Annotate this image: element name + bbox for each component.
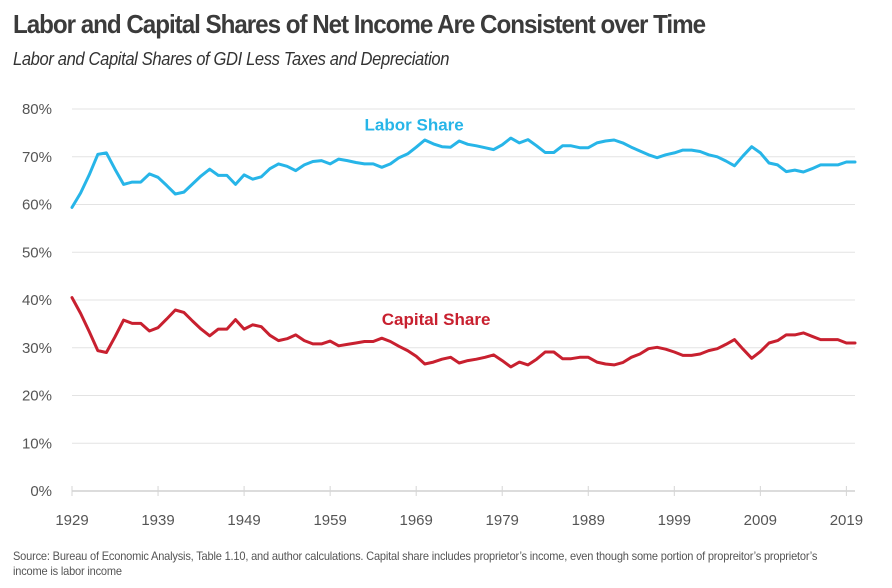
y-tick-label: 30% [22, 340, 52, 357]
y-tick-label: 10% [22, 435, 52, 452]
y-tick-label: 20% [22, 388, 52, 405]
x-axis-tick-labels: 1929 1939 1949 1959 1969 1979 1989 1999 2009 2019 [55, 512, 863, 529]
y-tick-label: 60% [22, 197, 52, 214]
series-labels: Labor Share Capital Share [365, 115, 491, 328]
labor-share-label: Labor Share [365, 115, 464, 134]
y-tick-label: 0% [30, 483, 52, 500]
y-tick-label: 80% [22, 101, 52, 118]
x-tick-label: 1969 [399, 512, 432, 529]
x-tick-label: 1929 [55, 512, 88, 529]
y-tick-label: 40% [22, 292, 52, 309]
labor-share-line [70, 136, 857, 209]
x-axis [71, 486, 855, 496]
y-tick-label: 50% [22, 244, 52, 261]
x-tick-label: 1949 [227, 512, 260, 529]
y-axis-tick-labels: 0% 10% 20% 30% 40% 50% 60% 70% 80% [22, 101, 52, 500]
capital-share-line [70, 296, 857, 369]
x-tick-label: 1999 [658, 512, 691, 529]
x-tick-label: 2019 [830, 512, 863, 529]
chart-title: Labor and Capital Shares of Net Income A… [13, 9, 706, 39]
source-footnote: Source: Bureau of Economic Analysis, Tab… [13, 549, 818, 578]
gridlines [72, 108, 855, 444]
y-tick-label: 70% [22, 149, 52, 166]
chart-subtitle: Labor and Capital Shares of GDI Less Tax… [13, 49, 450, 69]
series-lines [70, 136, 857, 369]
x-tick-label: 2009 [744, 512, 777, 529]
x-tick-label: 1989 [572, 512, 605, 529]
x-tick-label: 1979 [486, 512, 519, 529]
x-tick-label: 1959 [313, 512, 346, 529]
x-tick-label: 1939 [141, 512, 174, 529]
capital-share-label: Capital Share [382, 310, 491, 329]
